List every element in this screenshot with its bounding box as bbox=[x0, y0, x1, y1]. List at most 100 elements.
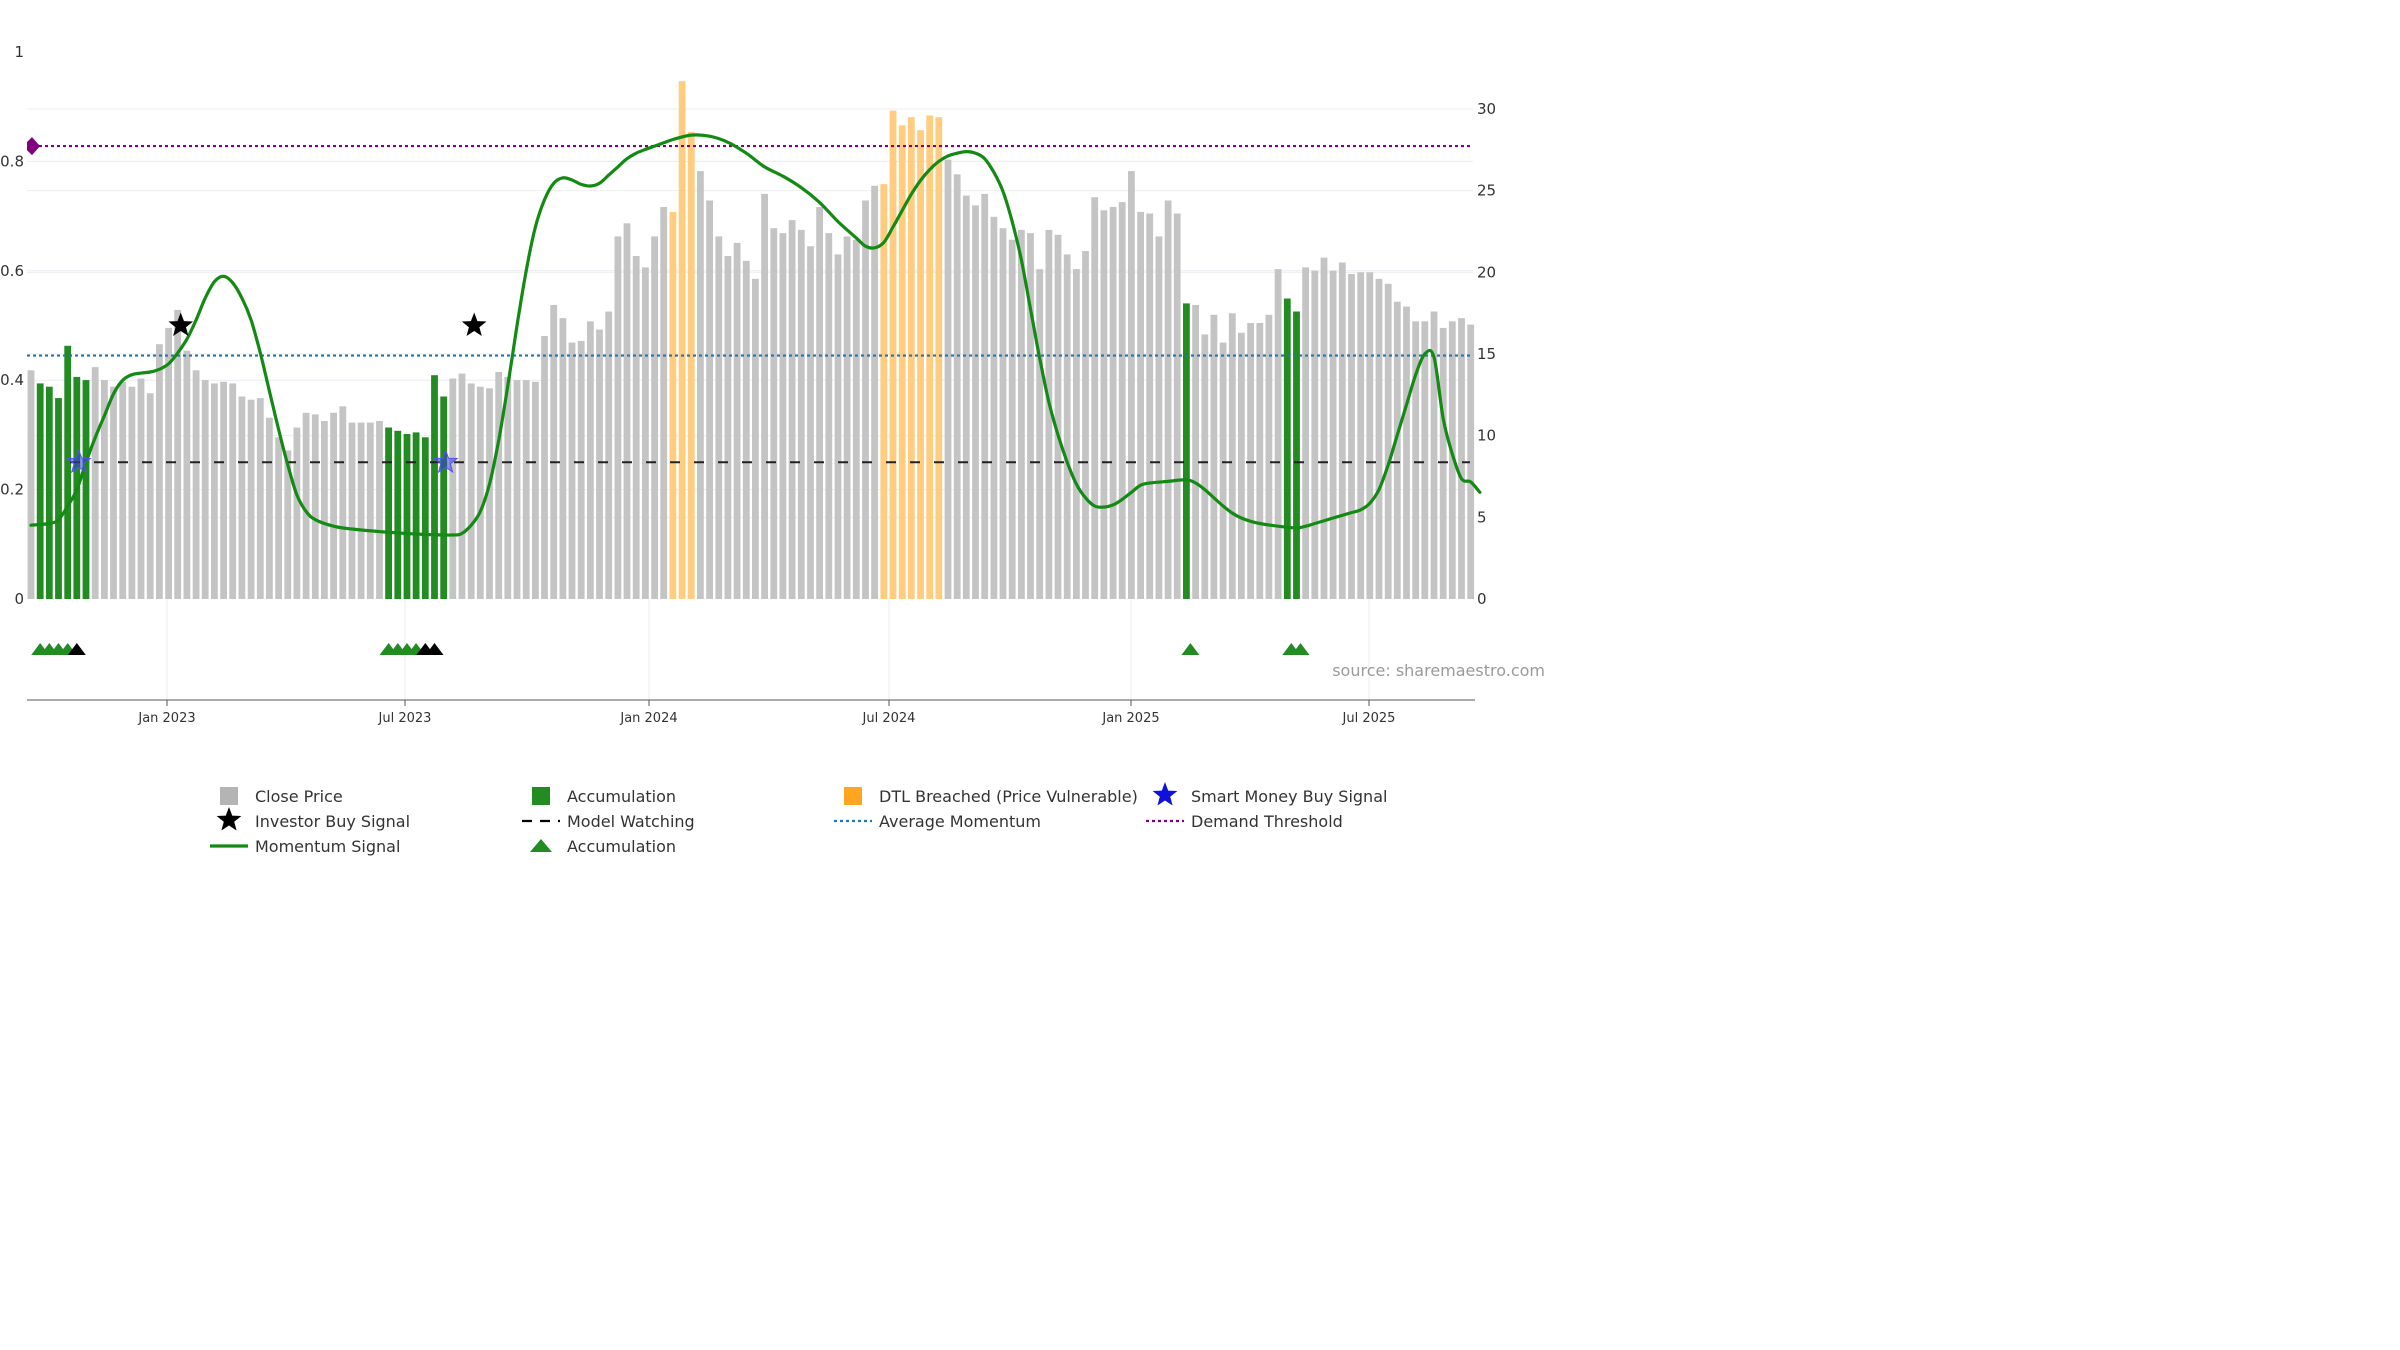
close-price-bar bbox=[229, 383, 237, 599]
close-price-bar bbox=[1173, 213, 1181, 599]
close-price-bar bbox=[119, 381, 127, 599]
left-tick-label: 0.8 bbox=[0, 152, 24, 170]
close-price-bar bbox=[522, 380, 530, 599]
close-price-bar bbox=[706, 200, 713, 599]
legend-label: DTL Breached (Price Vulnerable) bbox=[879, 787, 1138, 806]
smart-money-buy-star bbox=[66, 448, 92, 474]
close-price-bar bbox=[981, 193, 989, 599]
accumulation-bar bbox=[64, 345, 72, 599]
close-price-bar bbox=[862, 200, 869, 599]
close-price-bar bbox=[211, 383, 218, 599]
legend-item: DTL Breached (Price Vulnerable) bbox=[844, 787, 1138, 806]
close-price-bar bbox=[1219, 342, 1227, 599]
close-price-bar bbox=[577, 340, 585, 599]
dtl-breached-bar bbox=[669, 211, 677, 599]
legend-swatch-square bbox=[220, 787, 238, 805]
accumulation-triangle-black bbox=[425, 643, 444, 655]
dtl-breached-bar bbox=[907, 117, 915, 599]
close-price-bar bbox=[293, 427, 301, 599]
close-price-bar bbox=[1366, 272, 1374, 599]
close-price-bar bbox=[715, 236, 723, 599]
legend-swatch-square bbox=[532, 787, 550, 805]
legend-label: Accumulation bbox=[567, 787, 676, 806]
close-price-bar bbox=[376, 421, 383, 599]
close-price-bar bbox=[1448, 321, 1456, 599]
accumulation-bar bbox=[403, 434, 411, 599]
close-price-bar bbox=[275, 437, 282, 599]
close-price-bar bbox=[330, 412, 337, 599]
left-tick-label: 0.2 bbox=[0, 481, 24, 499]
close-price-bar bbox=[1320, 257, 1328, 599]
close-price-bar bbox=[495, 372, 503, 599]
legend-swatch-triangle bbox=[530, 839, 552, 852]
close-price-bar bbox=[972, 205, 979, 599]
close-price-bar bbox=[1403, 306, 1410, 599]
close-price-bar bbox=[825, 233, 833, 599]
close-price-bar bbox=[1210, 314, 1218, 599]
close-price-bar bbox=[91, 367, 99, 599]
right-tick-label: 10 bbox=[1477, 427, 1496, 445]
close-price-bar bbox=[256, 398, 264, 599]
close-price-bar bbox=[660, 207, 668, 599]
close-price-bar bbox=[357, 422, 365, 599]
close-price-bar bbox=[697, 171, 704, 599]
close-price-bar bbox=[1137, 211, 1144, 599]
close-price-bar bbox=[467, 383, 475, 599]
close-price-bar bbox=[651, 236, 658, 599]
legend-label: Investor Buy Signal bbox=[255, 812, 410, 831]
close-price-bar bbox=[201, 380, 209, 599]
close-price-bar bbox=[1375, 278, 1383, 599]
close-price-bar bbox=[1164, 200, 1172, 599]
close-price-bar bbox=[486, 388, 493, 599]
close-price-bar bbox=[1063, 254, 1071, 599]
close-price-bar bbox=[146, 393, 154, 599]
close-price-bar bbox=[1412, 321, 1420, 599]
close-price-bar bbox=[733, 242, 741, 599]
accumulation-triangle-black bbox=[67, 643, 86, 655]
close-price-bar bbox=[541, 336, 548, 599]
legend-label: Smart Money Buy Signal bbox=[1191, 787, 1387, 806]
legend-label: Model Watching bbox=[567, 812, 695, 831]
close-price-bar bbox=[1027, 233, 1034, 599]
close-price-bar bbox=[532, 381, 539, 599]
legend-item: Average Momentum bbox=[834, 812, 1041, 831]
close-price-bar bbox=[1146, 213, 1154, 599]
close-price-bar bbox=[284, 450, 292, 599]
close-price-bar bbox=[623, 223, 631, 600]
close-price-bar bbox=[1439, 327, 1447, 599]
close-price-bar bbox=[128, 386, 136, 599]
investor-buy-star bbox=[461, 312, 487, 336]
legend-label: Close Price bbox=[255, 787, 343, 806]
close-price-bar bbox=[1393, 301, 1401, 599]
close-price-bar bbox=[449, 378, 457, 599]
close-price-bar bbox=[238, 396, 246, 599]
close-price-bar bbox=[1256, 323, 1264, 599]
left-tick-label: 0 bbox=[14, 590, 24, 608]
close-price-bar bbox=[834, 254, 842, 599]
accumulation-triangle bbox=[1291, 643, 1310, 655]
close-price-bar bbox=[761, 193, 768, 599]
accumulation-bar bbox=[55, 398, 62, 599]
close-price-bar bbox=[1036, 269, 1044, 599]
source-note: source: sharemaestro.com bbox=[1332, 661, 1545, 680]
accumulation-bar bbox=[421, 437, 429, 599]
accumulation-bar bbox=[412, 432, 420, 599]
close-price-bar bbox=[953, 174, 961, 600]
accumulation-bar bbox=[82, 380, 90, 599]
dtl-breached-bar bbox=[898, 125, 906, 600]
close-price-bar bbox=[788, 220, 796, 599]
close-price-bar bbox=[559, 318, 567, 599]
close-price-bar bbox=[513, 380, 521, 599]
close-price-bar bbox=[247, 399, 255, 599]
accumulation-bar bbox=[1283, 298, 1291, 599]
close-price-bar bbox=[1348, 274, 1355, 599]
dtl-breached-bar bbox=[687, 131, 695, 599]
close-price-bar bbox=[1302, 267, 1309, 599]
close-price-bar bbox=[752, 278, 759, 599]
x-tick-label: Jul 2024 bbox=[862, 711, 916, 726]
close-price-bar bbox=[366, 422, 374, 599]
close-price-bar bbox=[587, 321, 594, 599]
close-price-bar bbox=[1228, 313, 1236, 599]
close-price-bar bbox=[1109, 207, 1117, 599]
investor-buy-star bbox=[168, 312, 194, 336]
